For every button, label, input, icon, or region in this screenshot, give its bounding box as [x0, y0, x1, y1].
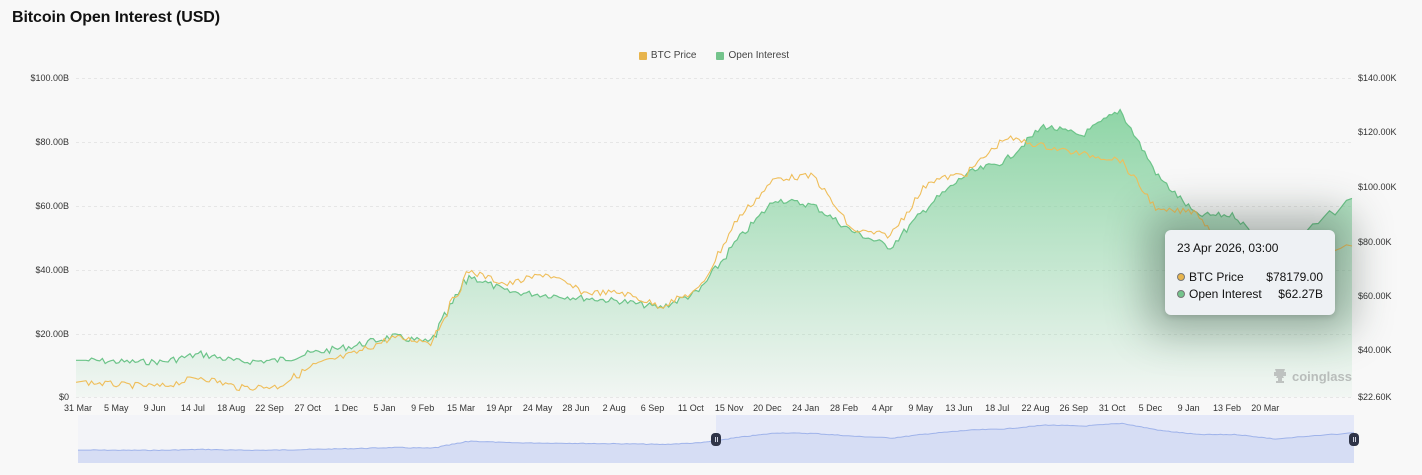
- navigator-line: [78, 422, 1355, 452]
- x-tick: 14 Jul: [180, 403, 205, 413]
- legend-swatch-btc-price: [638, 51, 647, 60]
- tooltip-value: $78179.00: [1266, 269, 1323, 284]
- x-tick: 24 May: [522, 403, 553, 413]
- chart-title: Bitcoin Open Interest (USD): [12, 9, 220, 26]
- x-tick: 15 Mar: [446, 403, 476, 413]
- x-tick: 5 Dec: [1138, 403, 1163, 413]
- legend-item-btc-price[interactable]: BTC Price: [638, 50, 697, 61]
- y-right-tick: $40.00K: [1358, 345, 1392, 355]
- x-tick: 18 Jul: [985, 403, 1010, 413]
- x-tick: 5 May: [104, 403, 129, 413]
- x-tick: 1 Dec: [334, 403, 358, 413]
- y-right-tick: $100.00K: [1358, 182, 1397, 192]
- coinglass-logo-icon: [1274, 369, 1286, 383]
- x-tick: 18 Aug: [217, 403, 246, 413]
- y-left-tick: $80.00B: [35, 137, 69, 147]
- x-tick: 27 Oct: [294, 403, 322, 413]
- legend-label-btc-price: BTC Price: [650, 50, 697, 61]
- y-right-tick: $60.00K: [1358, 291, 1392, 301]
- y-right-tick: $140.00K: [1358, 73, 1397, 83]
- x-tick: 9 Jan: [1177, 403, 1200, 413]
- tooltip-row-open-interest: Open Interest $62.27B: [1177, 285, 1323, 302]
- x-tick: 20 Mar: [1251, 403, 1280, 413]
- watermark-text: coinglass: [1292, 368, 1352, 384]
- navigator-handle-right[interactable]: [1349, 433, 1359, 446]
- x-tick: 22 Aug: [1021, 403, 1050, 413]
- x-tick: 13 Feb: [1212, 403, 1242, 413]
- x-tick: 28 Feb: [829, 403, 859, 413]
- open-interest-area: [76, 109, 1352, 397]
- y-left-tick: $20.00B: [35, 329, 69, 339]
- x-tick: 2 Aug: [602, 403, 626, 413]
- legend-item-open-interest[interactable]: Open Interest: [716, 50, 789, 61]
- y-left-tick: $60.00B: [35, 201, 69, 211]
- tooltip-date: 23 Apr 2026, 03:00: [1177, 241, 1279, 255]
- legend-label-open-interest: Open Interest: [728, 50, 790, 61]
- btc-price-line: [75, 135, 1353, 392]
- x-tick: 6 Sep: [640, 403, 665, 413]
- x-tick: 31 Oct: [1098, 403, 1126, 413]
- y-right-tick: $120.00K: [1358, 127, 1397, 137]
- x-tick: 22 Sep: [255, 403, 284, 413]
- legend-swatch-open-interest: [716, 51, 725, 60]
- x-tick: 20 Dec: [753, 403, 782, 413]
- tooltip-value: $62.27B: [1278, 286, 1323, 301]
- x-tick: 9 Feb: [411, 403, 435, 413]
- x-tick: 5 Jan: [373, 403, 396, 413]
- x-tick: 13 Jun: [945, 403, 973, 413]
- y-left-tick: $40.00B: [35, 265, 69, 275]
- x-tick: 15 Nov: [714, 403, 744, 413]
- legend: BTC Price Open Interest: [0, 50, 1422, 61]
- watermark: coinglass: [1272, 367, 1352, 385]
- y-left-tick: $0: [58, 392, 69, 402]
- x-tick: 26 Sep: [1059, 403, 1089, 413]
- chart-tooltip: 23 Apr 2026, 03:00 BTC Price $78179.00 O…: [1165, 230, 1335, 315]
- tooltip-row-btc-price: BTC Price $78179.00: [1177, 268, 1323, 285]
- x-tick: 19 Apr: [486, 403, 513, 413]
- x-tick: 4 Apr: [871, 403, 893, 413]
- navigator-handle-left[interactable]: [711, 433, 721, 446]
- x-tick: 9 Jun: [143, 403, 166, 413]
- x-tick: 11 Oct: [677, 403, 704, 413]
- y-right-tick: $22.60K: [1358, 392, 1392, 402]
- tooltip-label: BTC Price: [1189, 269, 1244, 284]
- y-left-tick: $100.00B: [30, 73, 69, 83]
- x-tick: 9 May: [908, 403, 933, 413]
- tooltip-label: Open Interest: [1189, 286, 1262, 301]
- x-tick: 28 Jun: [562, 403, 590, 413]
- btc-price-dot-icon: [1177, 272, 1185, 281]
- x-tick: 31 Mar: [63, 403, 93, 413]
- open-interest-line: [76, 108, 1353, 366]
- open-interest-dot-icon: [1177, 289, 1185, 298]
- x-tick: 24 Jan: [792, 403, 820, 413]
- y-right-tick: $80.00K: [1358, 237, 1392, 247]
